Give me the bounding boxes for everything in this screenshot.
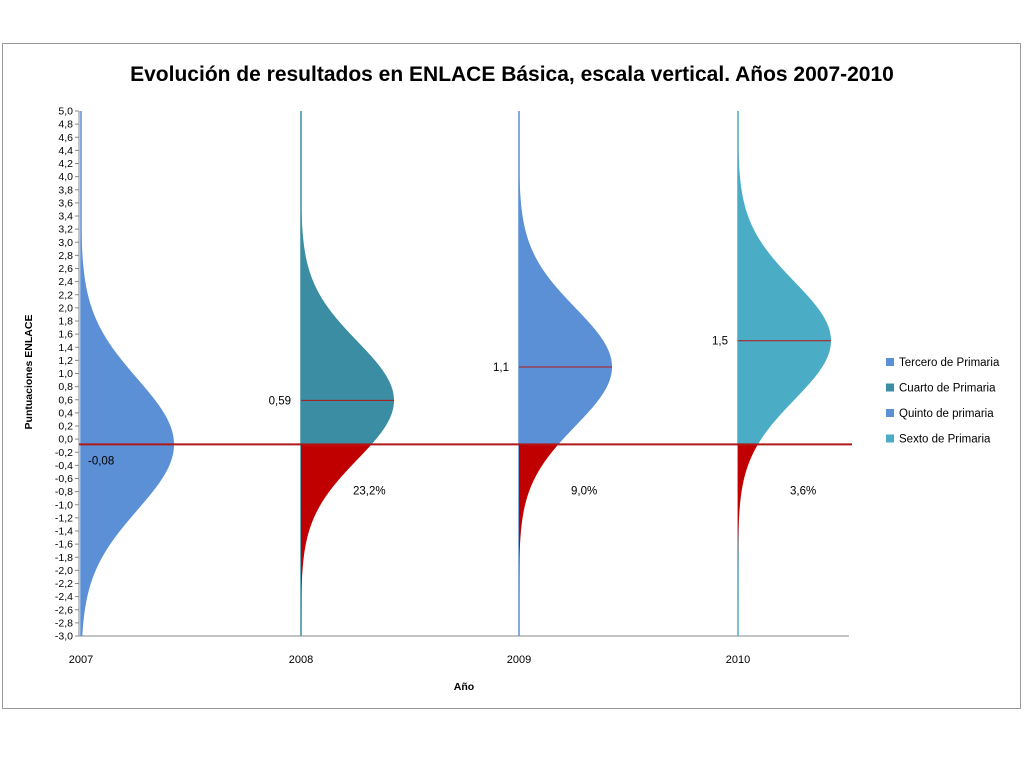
- chart-frame: Evolución de resultados en ENLACE Básica…: [2, 43, 1021, 709]
- mean-label: 1,1: [493, 362, 509, 374]
- percent-below-label: 9,0%: [571, 485, 597, 497]
- y-tick-label: 1,0: [58, 368, 73, 380]
- y-tick-label: -2,0: [55, 565, 73, 577]
- y-tick-label: 1,6: [58, 329, 73, 341]
- y-tick-label: 0,4: [58, 407, 73, 419]
- y-tick-label: 2,6: [58, 263, 73, 275]
- y-tick-label: -2,2: [55, 578, 73, 590]
- y-tick-label: 2,2: [58, 289, 73, 301]
- y-tick-label: -2,4: [55, 591, 73, 603]
- legend-label: Quinto de primaria: [899, 408, 994, 420]
- chart-title: Evolución de resultados en ENLACE Básica…: [130, 63, 894, 86]
- y-tick-label: 1,4: [58, 342, 73, 354]
- legend: Tercero de Primaria Cuarto de Primaria Qui…: [886, 357, 1000, 446]
- y-tick-label: 0,6: [58, 394, 73, 406]
- x-axis-label: Año: [454, 681, 474, 693]
- legend-swatch: [886, 383, 894, 392]
- y-tick-label: -3,0: [55, 631, 73, 643]
- distribution-upper: [81, 111, 174, 445]
- y-tick-label: 4,2: [58, 158, 73, 170]
- distribution-upper: [738, 111, 831, 445]
- y-tick-label: 3,4: [58, 211, 73, 223]
- y-tick-label: 3,6: [58, 197, 73, 209]
- x-tick-label: 2008: [289, 654, 313, 666]
- mean-label: 0,59: [269, 395, 291, 407]
- y-tick-label: 3,8: [58, 184, 73, 196]
- distribution-upper: [519, 111, 612, 445]
- y-tick-label: 0,0: [58, 434, 73, 446]
- distribution-lower: [81, 444, 174, 636]
- legend-swatch: [886, 434, 894, 443]
- legend-label: Cuarto de Primaria: [899, 383, 996, 395]
- legend-swatch: [886, 358, 894, 366]
- y-tick-label: 3,0: [58, 237, 73, 249]
- legend-swatch: [886, 409, 894, 417]
- percent-below-label: 23,2%: [353, 485, 386, 497]
- y-tick-label: 0,8: [58, 381, 73, 393]
- x-tick-label: 2010: [726, 654, 750, 666]
- y-tick-label: 4,6: [58, 132, 73, 144]
- y-tick-label: -0,8: [55, 486, 73, 498]
- y-tick-label: -0,2: [55, 447, 73, 459]
- y-tick-label: 5,0: [58, 106, 73, 118]
- y-tick-label: 3,2: [58, 224, 73, 236]
- y-tick-label: -0,4: [55, 460, 73, 472]
- y-tick-label: -1,4: [55, 526, 73, 538]
- y-tick-label: -1,8: [55, 552, 73, 564]
- y-tick-label: 4,8: [58, 119, 73, 131]
- x-tick-label: 2007: [69, 654, 93, 666]
- x-tick-label: 2009: [507, 654, 531, 666]
- y-tick-label: 2,0: [58, 302, 73, 314]
- chart-svg: Evolución de resultados en ENLACE Básica…: [23, 63, 1000, 693]
- distribution-upper: [301, 111, 394, 445]
- legend-label: Tercero de Primaria: [899, 357, 1000, 369]
- y-tick-label: 4,0: [58, 171, 73, 183]
- y-tick-label: 1,8: [58, 316, 73, 328]
- y-tick-label: 1,2: [58, 355, 73, 367]
- distribution-lower: [519, 444, 559, 636]
- y-tick-label: -1,0: [55, 499, 73, 511]
- y-tick-label: 4,4: [58, 145, 73, 157]
- mean-label: 1,5: [712, 336, 728, 348]
- y-tick-label: -2,6: [55, 604, 73, 616]
- y-tick-label: 2,4: [58, 276, 73, 288]
- percent-below-label: 3,6%: [790, 485, 816, 497]
- y-axis-label: Puntuaciones ENLACE: [23, 315, 35, 430]
- mean-label: -0,08: [88, 455, 114, 467]
- distribution-lower: [301, 444, 372, 636]
- y-tick-label: 0,2: [58, 421, 73, 433]
- y-tick-label: 2,8: [58, 250, 73, 262]
- plot-area: 5,04,84,64,44,24,03,83,63,43,23,02,82,62…: [55, 106, 852, 666]
- y-tick-label: -2,8: [55, 617, 73, 629]
- distribution-lower: [738, 444, 758, 636]
- legend-label: Sexto de Primaria: [899, 434, 991, 446]
- y-tick-label: -1,2: [55, 512, 73, 524]
- y-tick-label: -1,6: [55, 539, 73, 551]
- y-tick-label: -0,6: [55, 473, 73, 485]
